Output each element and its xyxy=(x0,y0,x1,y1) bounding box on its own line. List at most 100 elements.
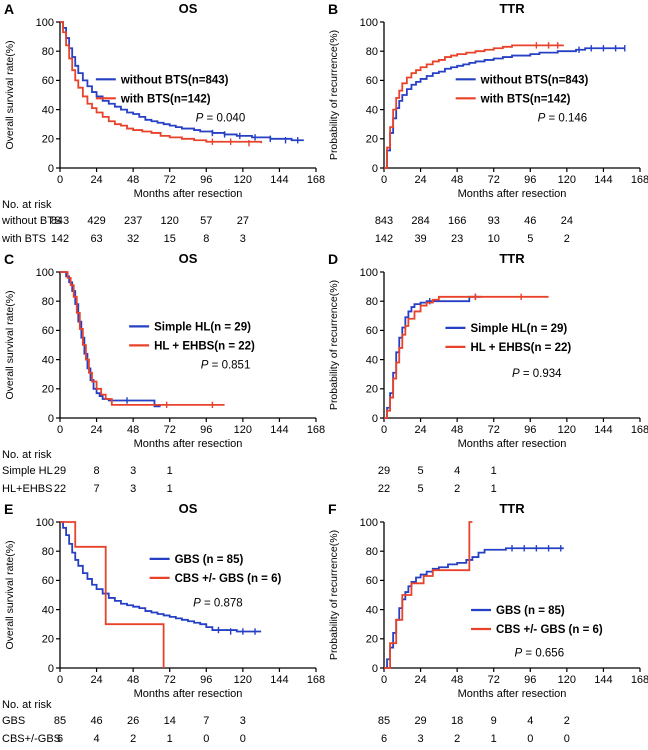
y-tick-label: 0 xyxy=(48,663,54,675)
risk-value: 22 xyxy=(378,483,390,495)
series-curve xyxy=(384,44,564,169)
y-tick-label: 80 xyxy=(366,296,378,308)
x-tick-label: 24 xyxy=(90,174,102,186)
x-tick-label: 168 xyxy=(631,674,648,686)
x-axis-label: Months after resection xyxy=(458,688,567,700)
legend: Simple HL(n = 29) HL + EHBS(n = 22) xyxy=(129,321,255,352)
x-tick-label: 72 xyxy=(164,424,176,436)
x-tick-label: 48 xyxy=(451,174,463,186)
legend: Simple HL(n = 29) HL + EHBS(n = 22) xyxy=(445,323,571,354)
x-tick-label: 120 xyxy=(558,174,576,186)
x-axis-label: Months after resection xyxy=(458,438,567,450)
y-axis-label: Overall survival rate(%) xyxy=(4,540,16,649)
series-curve xyxy=(60,21,304,142)
risk-value: 23 xyxy=(451,233,463,245)
y-tick-label: 0 xyxy=(48,163,54,175)
x-tick-label: 72 xyxy=(488,174,500,186)
x-tick-label: 72 xyxy=(164,174,176,186)
axes: 0 24 48 72 96 120 144 168 0 20 40 60 80 100 xyxy=(36,267,326,436)
x-tick-label: 0 xyxy=(57,424,63,436)
risk-value: 8 xyxy=(94,465,100,477)
panel-A: A OS 0 24 48 72 96 120 144 168 0 20 40 60 80 100 Overa… xyxy=(0,0,326,250)
risk-value: 7 xyxy=(203,715,209,727)
y-tick-label: 80 xyxy=(366,546,378,558)
risk-value: 2 xyxy=(564,233,570,245)
risk-value: 46 xyxy=(90,715,102,727)
series-curve xyxy=(60,271,225,406)
legend-label: with BTS(n=142) xyxy=(480,93,571,105)
y-tick-label: 40 xyxy=(42,604,54,616)
panel-C: C OS 0 24 48 72 96 120 144 168 0 20 40 60 80 100 Overa… xyxy=(0,250,326,500)
risk-table: No. at risk Simple HL 29 8 3 1 HL+EHBS 22 7 3 1 xyxy=(2,449,173,495)
y-tick-label: 0 xyxy=(48,413,54,425)
x-axis-label: Months after resection xyxy=(134,688,243,700)
y-axis-label: Overall survival rate(%) xyxy=(4,290,16,399)
risk-value: 63 xyxy=(90,233,102,245)
y-tick-label: 0 xyxy=(372,163,378,175)
y-tick-label: 60 xyxy=(366,575,378,587)
series-curve xyxy=(60,271,161,408)
panel-title: OS xyxy=(178,1,198,16)
x-tick-label: 168 xyxy=(631,424,648,436)
y-tick-label: 20 xyxy=(366,384,378,396)
legend-label: without BTS(n=843) xyxy=(120,74,229,86)
risk-row-label: HL+EHBS xyxy=(2,483,52,495)
risk-value: 2 xyxy=(454,483,460,495)
y-tick-label: 20 xyxy=(42,384,54,396)
x-axis-label: Months after resection xyxy=(134,438,243,450)
y-tick-label: 100 xyxy=(360,17,378,29)
legend-label: with BTS(n=142) xyxy=(120,93,211,105)
risk-value: 24 xyxy=(561,215,573,227)
x-tick-label: 96 xyxy=(200,674,212,686)
panel-B: B TTR 0 24 48 72 96 120 144 168 0 20 40 60 80 100 Prob… xyxy=(324,0,648,250)
p-value: P = 0.851 xyxy=(201,359,251,371)
x-tick-label: 120 xyxy=(558,674,576,686)
x-tick-label: 48 xyxy=(451,424,463,436)
legend-label: CBS +/- GBS (n = 6) xyxy=(496,624,603,636)
series-curve xyxy=(384,47,625,169)
panel-letter: C xyxy=(4,251,15,267)
panel-B-chart: 0 24 48 72 96 120 144 168 0 20 40 60 80 100 Probabilit… xyxy=(328,17,648,245)
panel-title: TTR xyxy=(499,1,525,16)
risk-value: 7 xyxy=(94,483,100,495)
risk-value: 2 xyxy=(564,715,570,727)
legend-label: GBS (n = 85) xyxy=(175,554,244,566)
y-tick-label: 20 xyxy=(42,634,54,646)
risk-value: 3 xyxy=(130,483,136,495)
risk-value: 1 xyxy=(167,483,173,495)
y-tick-label: 0 xyxy=(372,663,378,675)
y-tick-label: 40 xyxy=(366,604,378,616)
legend: without BTS(n=843) with BTS(n=142) xyxy=(95,74,229,105)
x-tick-label: 48 xyxy=(127,674,139,686)
x-tick-label: 120 xyxy=(234,174,252,186)
p-value: P = 0.146 xyxy=(538,112,588,124)
risk-value: 6 xyxy=(381,733,387,745)
risk-row-label: GBS xyxy=(2,715,25,727)
risk-value: 3 xyxy=(130,465,136,477)
y-tick-label: 20 xyxy=(366,134,378,146)
y-tick-label: 80 xyxy=(42,546,54,558)
risk-value: 284 xyxy=(411,215,429,227)
risk-value: 3 xyxy=(240,715,246,727)
risk-value: 1 xyxy=(167,733,173,745)
legend: without BTS(n=843) with BTS(n=142) xyxy=(455,74,589,105)
y-tick-label: 80 xyxy=(42,46,54,58)
series-curve xyxy=(384,295,549,419)
axes: 0 24 48 72 96 120 144 168 0 20 40 60 80 100 xyxy=(36,517,326,686)
risk-header: No. at risk xyxy=(2,199,52,211)
x-tick-label: 0 xyxy=(381,424,387,436)
y-axis-label: Probability of recurrence(%) xyxy=(328,30,340,160)
p-value: P = 0.878 xyxy=(193,598,243,610)
panel-A-chart: 0 24 48 72 96 120 144 168 0 20 40 60 80 100 Overall su… xyxy=(1,17,326,245)
legend-label: Simple HL(n = 29) xyxy=(470,323,567,335)
x-tick-label: 168 xyxy=(307,174,325,186)
x-tick-label: 168 xyxy=(631,174,648,186)
x-tick-label: 96 xyxy=(200,174,212,186)
risk-value: 1 xyxy=(491,465,497,477)
legend-label: CBS +/- GBS (n = 6) xyxy=(175,573,282,585)
axes: 0 24 48 72 96 120 144 168 0 20 40 60 80 100 xyxy=(36,17,326,186)
y-tick-label: 20 xyxy=(366,634,378,646)
x-tick-label: 72 xyxy=(488,674,500,686)
x-tick-label: 72 xyxy=(164,674,176,686)
series-curve xyxy=(60,21,263,144)
